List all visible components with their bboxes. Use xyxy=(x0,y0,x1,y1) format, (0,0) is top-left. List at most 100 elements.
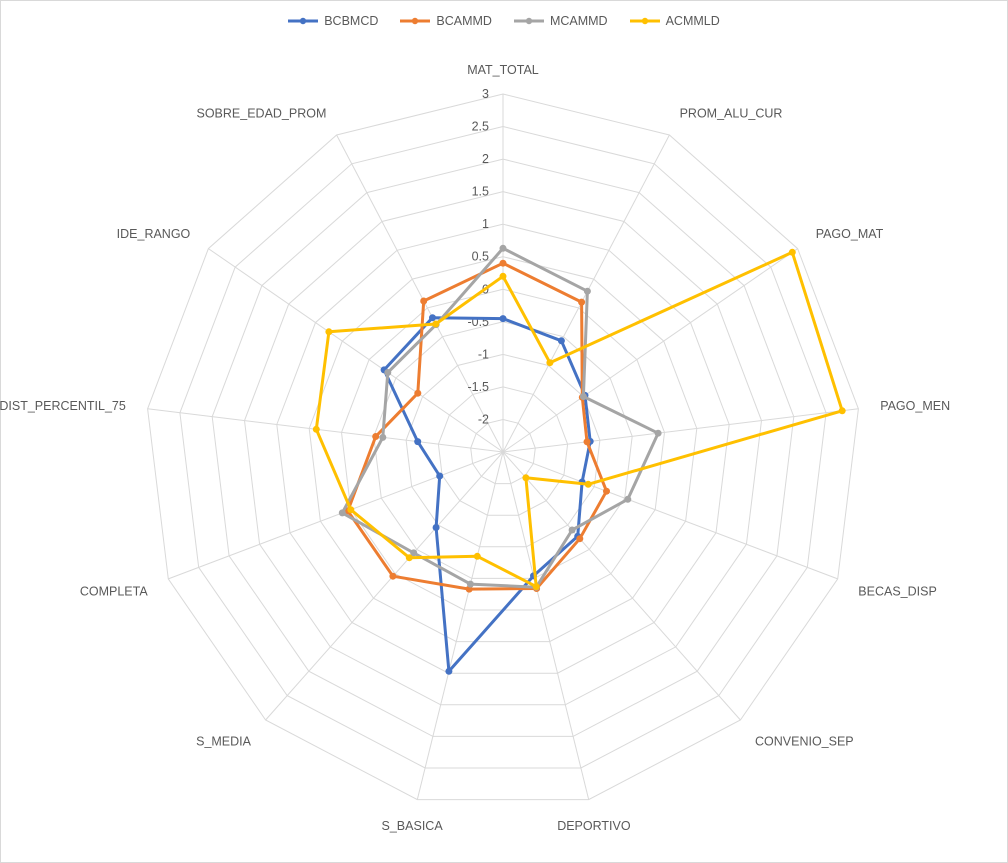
spoke-dist-percentil-75 xyxy=(147,408,504,453)
axis-label-s-basica: S_BASICA xyxy=(382,819,444,833)
spoke-s-media xyxy=(265,451,504,721)
spoke-ide-rango xyxy=(208,248,504,453)
point-acmmld-pago-men xyxy=(838,407,846,415)
spoke-convenio-sep xyxy=(502,451,741,721)
point-bcammd-prom-alu-cur xyxy=(578,298,586,306)
point-bcbmcd-mat-total xyxy=(499,315,507,323)
axis-label-sobre-edad-prom: SOBRE_EDAD_PROM xyxy=(196,107,326,121)
series-line-bcbmcd xyxy=(382,316,592,673)
spoke-completa xyxy=(168,451,504,580)
legend-label-bcammd: BCAMMD xyxy=(436,14,492,28)
tick-label-7: 1.5 xyxy=(472,185,489,199)
tick-label-9: 2.5 xyxy=(472,120,489,134)
legend: BCBMCD BCAMMD MCAMMD ACMMLD xyxy=(0,14,1008,28)
point-mcammd-mat-total xyxy=(499,244,507,252)
point-acmmld-convenio-sep xyxy=(522,474,530,482)
axis-label-dist-percentil-75: DIST_PERCENTIL_75 xyxy=(0,399,126,413)
legend-label-mcammd: MCAMMD xyxy=(549,14,608,28)
point-bcammd-pago-men xyxy=(583,438,591,446)
point-acmmld-becas-disp xyxy=(584,480,592,488)
grid-ring-10 xyxy=(147,93,859,801)
point-mcammd-convenio-sep xyxy=(568,526,576,534)
point-bcbmcd-s-media xyxy=(432,524,440,531)
axis-label-s-media: S_MEDIA xyxy=(196,734,252,748)
point-bcammd-s-media xyxy=(389,572,397,580)
point-bcbmcd-completa xyxy=(436,472,444,480)
grid-ring-0 xyxy=(470,418,536,485)
axis-label-completa: COMPLETA xyxy=(80,585,148,599)
grid-ring-7 xyxy=(243,191,763,706)
point-bcammd-dist-percentil-75 xyxy=(372,433,380,440)
spoke-pago-men xyxy=(502,408,859,453)
tick-label-6: 1 xyxy=(482,217,489,231)
spoke-sobre-edad-prom xyxy=(336,134,504,453)
legend-label-bcbmcd: BCBMCD xyxy=(324,14,379,28)
tick-label-1: -1.5 xyxy=(467,380,489,394)
legend-label-acmmld: ACMMLD xyxy=(665,14,720,28)
legend-item-mcammd[interactable]: MCAMMD xyxy=(513,14,608,28)
grid-ring-9 xyxy=(179,125,827,769)
point-mcammd-pago-men xyxy=(654,429,662,437)
point-acmmld-s-media xyxy=(405,554,413,562)
axis-label-deportivo: DEPORTIVO xyxy=(557,819,631,833)
point-acmmld-mat-total xyxy=(499,272,507,280)
point-bcammd-becas-disp xyxy=(603,487,610,495)
point-bcbmcd-dist-percentil-75 xyxy=(414,438,422,446)
legend-item-bcammd[interactable]: BCAMMD xyxy=(400,14,492,28)
tick-label-10: 3 xyxy=(482,87,489,101)
legend-item-bcbmcd[interactable]: BCBMCD xyxy=(288,14,378,28)
spoke-pago-mat xyxy=(502,248,798,453)
legend-item-acmmld[interactable]: ACMMLD xyxy=(629,14,720,28)
point-acmmld-sobre-edad-prom xyxy=(432,320,440,328)
point-acmmld-ide-rango xyxy=(325,328,333,336)
tick-label-2: -1 xyxy=(478,347,489,361)
grid-ring-6 xyxy=(276,223,730,674)
point-bcbmcd-sobre-edad-prom xyxy=(429,314,436,322)
point-mcammd-ide-rango xyxy=(384,369,392,376)
axis-label-convenio-sep: CONVENIO_SEP xyxy=(755,734,854,748)
tick-label-8: 2 xyxy=(482,152,489,166)
point-acmmld-prom-alu-cur xyxy=(546,359,554,367)
point-bcbmcd-prom-alu-cur xyxy=(557,337,565,345)
point-acmmld-pago-mat xyxy=(788,248,796,256)
legend-swatch-mcammd xyxy=(513,17,544,25)
point-mcammd-prom-alu-cur xyxy=(583,287,591,295)
series-line-acmmld xyxy=(314,250,844,589)
point-mcammd-dist-percentil-75 xyxy=(379,433,387,441)
point-bcammd-mat-total xyxy=(499,259,507,267)
tick-label-0: -2 xyxy=(478,413,489,427)
axis-label-ide-rango: IDE_RANGO xyxy=(117,227,191,241)
point-bcammd-convenio-sep xyxy=(576,535,584,543)
axis-label-pago-men: PAGO_MEN xyxy=(880,399,950,413)
point-acmmld-deportivo xyxy=(532,583,540,591)
spoke-s-basica xyxy=(416,451,504,800)
axis-label-mat-total: MAT_TOTAL xyxy=(467,63,539,77)
grid-ring-8 xyxy=(211,158,795,737)
axis-label-becas-disp: BECAS_DISP xyxy=(858,585,937,599)
spoke-deportivo xyxy=(502,451,590,800)
legend-swatch-bcbmcd xyxy=(288,17,319,25)
axis-label-pago-mat: PAGO_MAT xyxy=(816,227,884,241)
point-bcbmcd-s-basica xyxy=(445,667,453,675)
point-mcammd-completa xyxy=(338,509,346,517)
point-mcammd-pago-mat xyxy=(579,393,587,400)
point-mcammd-s-basica xyxy=(466,580,474,588)
grid-ring-1 xyxy=(437,386,569,516)
legend-swatch-acmmld xyxy=(629,17,660,25)
axis-label-prom-alu-cur: PROM_ALU_CUR xyxy=(680,107,783,121)
point-bcammd-ide-rango xyxy=(414,389,422,397)
series-line-bcammd xyxy=(346,261,608,591)
legend-swatch-bcammd xyxy=(400,17,431,25)
point-mcammd-becas-disp xyxy=(624,495,632,503)
point-acmmld-dist-percentil-75 xyxy=(312,425,320,433)
point-bcammd-sobre-edad-prom xyxy=(420,297,428,305)
series-line-mcammd xyxy=(340,246,660,589)
point-mcammd-s-media xyxy=(410,549,418,557)
point-acmmld-s-basica xyxy=(473,552,481,560)
spoke-becas-disp xyxy=(502,451,838,580)
tick-label-5: 0.5 xyxy=(472,250,489,264)
point-acmmld-completa xyxy=(347,506,355,514)
grid-ring-5 xyxy=(308,256,698,643)
